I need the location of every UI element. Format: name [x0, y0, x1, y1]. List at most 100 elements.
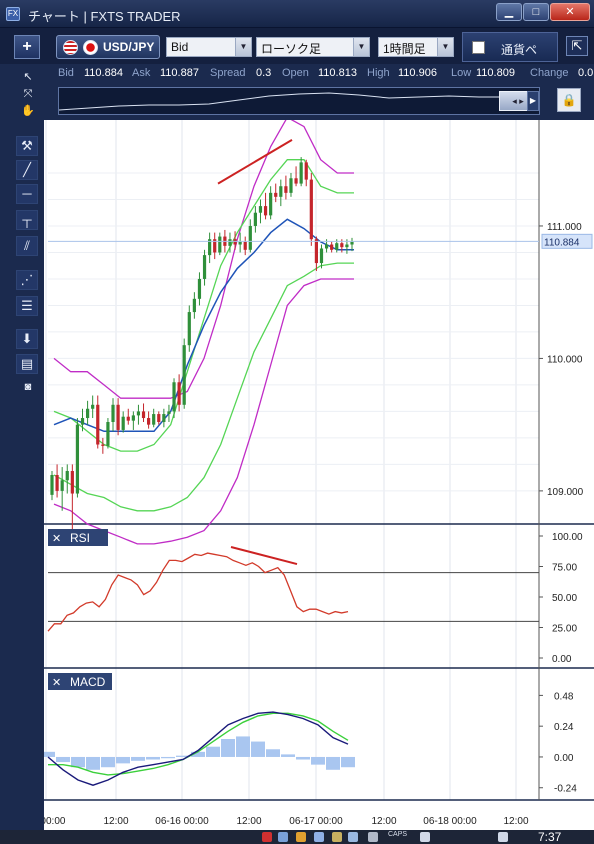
close-button[interactable]: ✕	[550, 3, 590, 21]
candle-body	[309, 179, 313, 240]
macd-histogram-bar	[41, 751, 55, 757]
currency-pair-button[interactable]: USD/JPY	[56, 35, 160, 59]
candle-body	[279, 186, 283, 197]
macd-histogram-bar	[341, 756, 355, 768]
macd-histogram-bar	[221, 739, 235, 757]
close-panel-icon: ✕	[52, 533, 61, 545]
candle-body	[350, 241, 354, 245]
time-axis-tick-label: 12:00	[371, 816, 396, 827]
timeframe-select[interactable]: 1時間足 ▼	[378, 37, 454, 57]
candle-body	[192, 298, 196, 313]
change-label: Change	[530, 67, 569, 79]
help-tray-icon[interactable]	[368, 832, 378, 842]
rsi-axis-tick-label: 50.00	[552, 593, 577, 604]
window-title: チャート | FXTS TRADER	[28, 9, 181, 24]
candle-body	[284, 186, 288, 193]
macd-signal-line	[48, 712, 349, 776]
candle-body	[218, 236, 222, 253]
chevron-down-icon: ▼	[353, 38, 369, 56]
candle-body	[126, 416, 130, 421]
chart-navigator[interactable]: ◂ ▸	[58, 87, 540, 115]
keyboard-tray-icon[interactable]	[420, 832, 430, 842]
caps-lock-indicator: CAPS	[388, 831, 408, 838]
candle-body	[60, 480, 64, 491]
tab-checkbox[interactable]	[472, 41, 485, 54]
horizontal-line-icon[interactable]: ─	[16, 184, 38, 204]
network-tray-icon[interactable]	[278, 832, 288, 842]
data-table-icon[interactable]: ▤	[16, 354, 38, 374]
pointer-icon[interactable]: ↖	[20, 70, 36, 85]
current-price-tag	[541, 233, 593, 249]
candle-body	[289, 178, 293, 193]
chart-toolbar: + USD/JPY Bid ▼ ローソク足 ▼ 1時間足 ▼ 通貨ペ ⇱	[0, 28, 594, 64]
spread-value: 0.3	[256, 67, 272, 79]
antivirus-tray-icon[interactable]	[262, 832, 272, 842]
candle-body	[65, 471, 69, 481]
candle-body	[141, 411, 146, 419]
current-price-label: 110.884	[544, 237, 580, 248]
bid-label: Bid	[58, 67, 74, 79]
folder-tray-icon[interactable]	[332, 832, 342, 842]
candle-body	[111, 404, 115, 423]
candle-body	[213, 239, 217, 253]
parallel-lines-icon[interactable]: ⫽	[16, 236, 38, 256]
hammer-icon[interactable]: ⚒	[16, 136, 38, 156]
high-value: 110.906	[398, 67, 437, 79]
ask-label: Ask	[132, 67, 151, 79]
price-side-select[interactable]: Bid ▼	[166, 37, 252, 57]
change-value: 0.0	[578, 67, 594, 79]
candle-body	[238, 241, 242, 245]
bollinger-upper-inner-line	[53, 159, 354, 452]
currency-pair-tab[interactable]: 通貨ペ	[462, 32, 558, 62]
volume-tray-icon[interactable]	[498, 832, 508, 842]
app-icon: FX	[6, 7, 20, 21]
candle-body	[243, 241, 247, 250]
candle-body	[75, 424, 80, 494]
fibonacci-fan-icon[interactable]: ⋰	[16, 270, 38, 290]
os-taskbar: CAPS 7:37	[0, 830, 594, 844]
rsi-title: RSI	[70, 531, 90, 545]
candle-body	[116, 404, 120, 430]
chart-type-select[interactable]: ローソク足 ▼	[256, 37, 370, 57]
update-tray-icon[interactable]	[296, 832, 306, 842]
candle-body	[197, 278, 202, 299]
lock-icon[interactable]: 🔒	[557, 88, 581, 112]
trend-line-icon[interactable]: ╱	[16, 160, 38, 180]
quote-strip: Bid 110.884 Ask 110.887 Spread 0.3 Open …	[44, 64, 594, 84]
chart-area[interactable]: 110.884 111.000 110.000 109.000 ✕ RSI 100.00 75…	[27, 116, 594, 830]
candle-body	[319, 248, 324, 264]
vertical-line-icon[interactable]: ┬	[16, 210, 38, 230]
macd-histogram-bar	[236, 736, 250, 757]
download-icon[interactable]: ⬇	[16, 329, 38, 349]
crosshair-pointer-icon[interactable]: ⤧	[20, 87, 36, 102]
high-label: High	[367, 67, 390, 79]
maximize-button[interactable]: □	[523, 3, 549, 21]
candle-body	[167, 411, 171, 415]
close-panel-icon: ✕	[52, 677, 61, 689]
undock-icon[interactable]: ⇱	[566, 36, 588, 56]
monitor-tray-icon[interactable]	[314, 832, 324, 842]
candle-body	[70, 471, 74, 494]
add-chart-button[interactable]: +	[14, 35, 40, 59]
hand-icon[interactable]: ✋	[20, 104, 36, 119]
macd-axis-tick-label: 0.48	[554, 691, 574, 702]
macd-histogram-bar	[131, 756, 145, 761]
macd-histogram-bar	[101, 756, 115, 768]
speaker-tray-icon[interactable]	[348, 832, 358, 842]
price-axis-tick-label: 110.000	[547, 354, 583, 365]
fibonacci-retracement-icon[interactable]: ☰	[16, 296, 38, 316]
time-axis-tick-label: 12:00	[503, 816, 528, 827]
navigator-scroll-right-icon[interactable]: ▶	[527, 91, 539, 111]
candle-body	[324, 244, 329, 249]
macd-axis-tick-label: -0.24	[554, 784, 577, 795]
open-label: Open	[282, 67, 309, 79]
candle-body	[101, 444, 105, 446]
candle-body	[55, 474, 59, 491]
macd-histogram-bar	[281, 754, 295, 757]
rsi-divergence-line	[230, 546, 298, 566]
candle-body	[172, 382, 176, 412]
camera-icon[interactable]: ◙	[20, 380, 36, 395]
chart-canvas[interactable]: 110.884 111.000 110.000 109.000 ✕ RSI 100.00 75…	[27, 116, 594, 830]
minimize-button[interactable]: ▁	[496, 3, 522, 21]
macd-histogram-bar	[71, 756, 85, 768]
